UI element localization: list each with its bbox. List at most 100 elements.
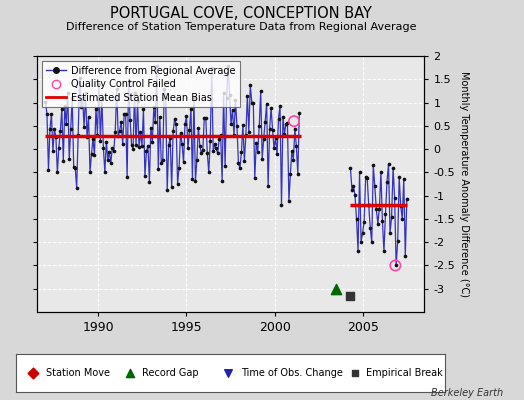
Point xyxy=(90,152,99,158)
Point xyxy=(230,132,238,138)
Point xyxy=(118,141,127,147)
Point xyxy=(213,150,222,156)
Point xyxy=(204,169,213,176)
Point xyxy=(136,129,145,135)
Point xyxy=(152,63,161,69)
Point xyxy=(202,115,210,121)
Point xyxy=(243,92,252,99)
Point xyxy=(124,78,133,84)
Point xyxy=(110,148,118,154)
Point xyxy=(377,169,385,176)
Point xyxy=(389,164,397,171)
Point xyxy=(401,253,409,259)
Point xyxy=(381,211,390,217)
Point xyxy=(203,150,212,156)
Point xyxy=(400,176,408,182)
Point xyxy=(348,186,356,193)
Point xyxy=(390,195,399,201)
Point xyxy=(132,142,140,149)
Point xyxy=(159,157,167,163)
Point xyxy=(163,186,171,193)
Point xyxy=(59,158,68,164)
Point xyxy=(195,143,204,149)
Point xyxy=(225,92,234,98)
Point xyxy=(350,183,358,190)
Point xyxy=(120,111,128,118)
Point xyxy=(365,202,373,208)
Point xyxy=(392,262,400,269)
Point xyxy=(346,164,355,171)
Point xyxy=(233,123,241,129)
Point xyxy=(92,106,100,112)
Point xyxy=(165,142,173,148)
Point xyxy=(288,148,296,154)
Point xyxy=(398,216,407,222)
Point xyxy=(386,230,394,236)
Point xyxy=(182,113,191,119)
Point xyxy=(362,174,370,180)
Point xyxy=(263,100,271,107)
Point xyxy=(111,128,119,135)
Point xyxy=(254,149,262,155)
Point xyxy=(261,118,269,125)
Point xyxy=(142,148,150,154)
Point xyxy=(366,224,375,231)
Point xyxy=(62,121,70,127)
Point xyxy=(72,184,81,191)
Point xyxy=(221,163,230,170)
Point xyxy=(285,198,293,204)
Point xyxy=(239,121,247,128)
Point xyxy=(105,149,114,155)
Point xyxy=(250,175,259,181)
Point xyxy=(99,145,107,151)
Point xyxy=(372,206,380,212)
Point xyxy=(67,126,75,132)
Text: Berkeley Earth: Berkeley Earth xyxy=(431,388,503,398)
Point xyxy=(357,238,365,245)
Point xyxy=(53,169,61,176)
Point xyxy=(95,81,103,87)
Point xyxy=(246,82,255,88)
Text: Station Move: Station Move xyxy=(46,368,110,378)
Y-axis label: Monthly Temperature Anomaly Difference (°C): Monthly Temperature Anomaly Difference (… xyxy=(459,71,469,297)
Point xyxy=(172,121,180,128)
Point xyxy=(168,184,176,190)
Point xyxy=(139,106,148,112)
Point xyxy=(83,134,91,140)
Point xyxy=(88,150,96,157)
Point xyxy=(383,178,391,185)
Point xyxy=(375,206,384,212)
Point xyxy=(402,195,411,202)
Point xyxy=(187,106,195,112)
Point xyxy=(218,178,226,184)
Point xyxy=(270,145,278,151)
Point xyxy=(181,121,189,127)
Point xyxy=(271,135,280,141)
Text: Record Gap: Record Gap xyxy=(143,368,199,378)
Point xyxy=(351,370,359,376)
Point xyxy=(292,142,301,149)
Point xyxy=(166,134,174,141)
Point xyxy=(117,118,125,125)
Point xyxy=(147,124,155,131)
Point xyxy=(200,115,209,121)
Point xyxy=(129,146,137,152)
Point xyxy=(101,169,109,176)
Point xyxy=(190,95,198,101)
Point xyxy=(224,370,233,376)
Point xyxy=(295,110,303,117)
Point xyxy=(141,173,149,179)
Point xyxy=(81,90,90,96)
Point xyxy=(266,126,274,132)
Point xyxy=(113,85,121,92)
Point xyxy=(104,157,112,163)
Point xyxy=(291,126,299,132)
Point xyxy=(79,95,87,101)
Point xyxy=(49,148,57,154)
Point xyxy=(259,136,268,142)
Point xyxy=(220,90,228,96)
Point xyxy=(127,142,136,148)
Point xyxy=(228,107,237,113)
Point xyxy=(237,149,246,156)
Point xyxy=(43,111,51,118)
